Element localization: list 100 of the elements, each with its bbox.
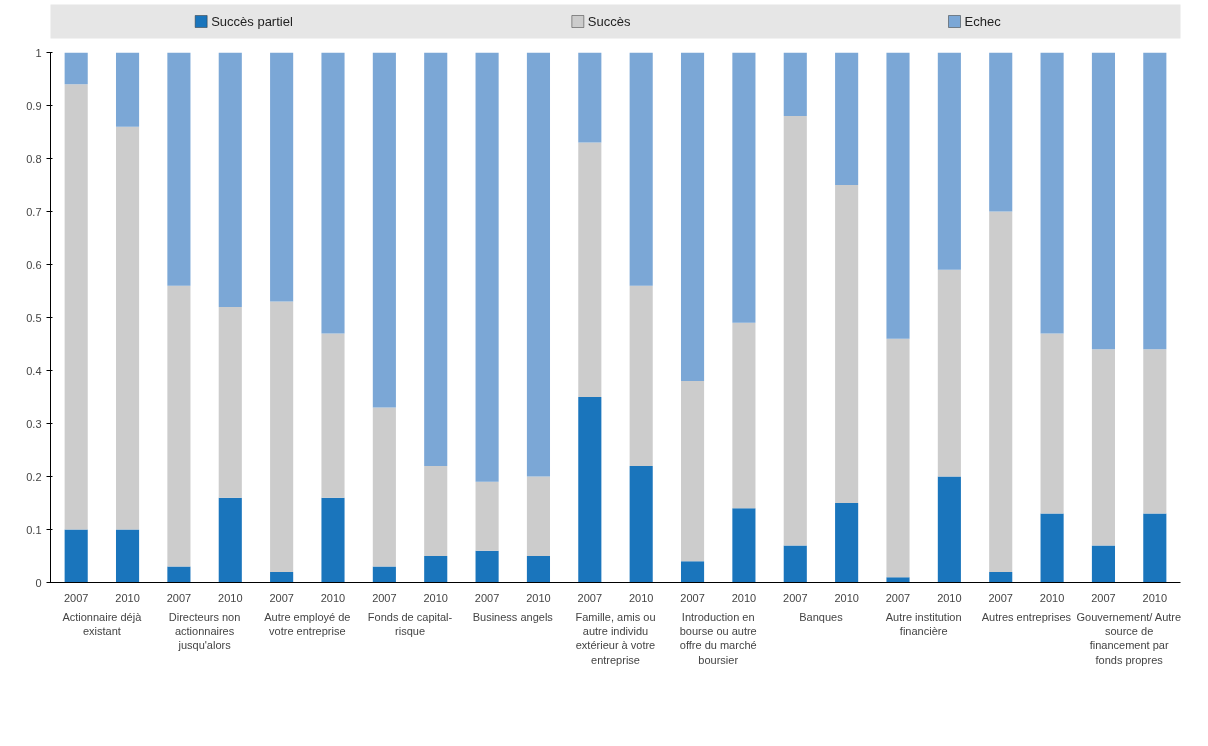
- bar: [578, 142, 602, 397]
- bar: [835, 52, 859, 185]
- bar: [167, 52, 191, 286]
- x-tick-label: 2007: [577, 591, 603, 604]
- bar: [115, 126, 140, 530]
- bar: [937, 476, 961, 583]
- bar: [886, 52, 910, 339]
- bar: [1143, 513, 1167, 583]
- bar: [1091, 545, 1116, 583]
- bar: [218, 497, 242, 583]
- bar: [270, 52, 294, 302]
- bar: [1040, 333, 1064, 514]
- x-tick-label: 2007: [680, 591, 705, 604]
- x-tick-label: 2007: [63, 591, 89, 604]
- bar: [424, 556, 448, 583]
- bar: [64, 52, 88, 85]
- y-tick-label: 0: [35, 576, 42, 589]
- x-tick-label: 2007: [1091, 591, 1116, 604]
- bar: [1040, 513, 1064, 583]
- y-tick-label: 0.7: [26, 205, 42, 218]
- x-tick-label: 2007: [269, 591, 294, 604]
- bar: [629, 285, 653, 466]
- bar: [1091, 349, 1116, 546]
- bar: [578, 52, 602, 143]
- y-tick-label: 0.5: [26, 311, 42, 324]
- bar: [167, 566, 191, 583]
- bar: [475, 481, 499, 551]
- bar: [526, 556, 551, 583]
- legend-label: Succès: [587, 14, 631, 29]
- y-tick-label: 0.6: [26, 258, 42, 271]
- x-tick-label: 2010: [834, 591, 859, 604]
- x-tick-label: 2007: [988, 591, 1013, 604]
- bar: [783, 116, 807, 546]
- x-tick-label: 2010: [937, 591, 962, 604]
- y-tick-label: 0.2: [26, 470, 42, 483]
- bar: [783, 52, 807, 117]
- bar: [1040, 52, 1064, 334]
- x-tick-label: 2007: [166, 591, 192, 604]
- text: Autres entreprises: [981, 610, 1072, 623]
- text: Famille, amis ou autre individu extérieur à votre entreprise: [575, 610, 656, 666]
- bar: [989, 52, 1013, 212]
- bar: [321, 333, 345, 498]
- bar: [526, 52, 551, 477]
- bar: [629, 465, 653, 583]
- text: Actionnaire déjà existant: [62, 610, 143, 637]
- x-tick-label: 2010: [731, 591, 757, 604]
- bar: [270, 571, 294, 583]
- x-tick-label: 2007: [372, 591, 397, 604]
- bar: [783, 545, 807, 583]
- legend-label: Echec: [964, 14, 1002, 29]
- text: Introduction en bourse ou autre offre du marché boursier: [679, 610, 757, 666]
- y-tick-label: 0.8: [26, 152, 42, 165]
- bar: [732, 322, 756, 509]
- bar: [1091, 52, 1116, 350]
- bar: [372, 52, 396, 408]
- bar: [886, 577, 910, 583]
- text: Gouvernement/ Autre source de financement par fonds propres: [1076, 610, 1182, 666]
- text: Autre employé de votre entreprise: [264, 610, 351, 637]
- bar: [680, 52, 705, 382]
- bar: [218, 52, 242, 307]
- y-tick-label: 0.9: [26, 99, 42, 112]
- bar: [835, 503, 859, 583]
- text: Fonds de capital-risque: [367, 610, 453, 637]
- bar: [115, 52, 140, 127]
- bar: [680, 561, 705, 583]
- x-tick-label: 2010: [1039, 591, 1065, 604]
- y-tick-label: 0.3: [26, 417, 42, 430]
- bar: [886, 338, 910, 578]
- bar: [1143, 349, 1167, 514]
- x-tick-label: 2010: [320, 591, 346, 604]
- bar: [937, 269, 961, 477]
- y-tick-label: 1: [35, 46, 42, 59]
- bar: [424, 52, 448, 466]
- bar: [270, 301, 294, 572]
- bar: [732, 52, 756, 323]
- y-tick-label: 0.1: [26, 523, 42, 536]
- x-tick-label: 2010: [115, 591, 140, 604]
- bar: [321, 52, 345, 334]
- bar: [321, 497, 345, 583]
- bar: [115, 529, 140, 583]
- bar: [424, 465, 448, 556]
- bar: [629, 52, 653, 286]
- x-tick-label: 2010: [526, 591, 551, 604]
- text: Autre institution financière: [885, 610, 962, 637]
- bar: [680, 381, 705, 562]
- x-tick-label: 2007: [783, 591, 808, 604]
- bar: [167, 285, 191, 567]
- bar: [64, 84, 88, 530]
- x-tick-label: 2010: [218, 591, 243, 604]
- bar: [372, 566, 396, 583]
- bar: [937, 52, 961, 270]
- bar: [732, 508, 756, 583]
- bar: [578, 397, 602, 583]
- x-tick-label: 2007: [474, 591, 500, 604]
- text: Directeurs non actionnaires jusqu'alors: [168, 610, 241, 652]
- bar: [475, 52, 499, 482]
- x-tick-label: 2010: [628, 591, 654, 604]
- bar: [372, 407, 396, 567]
- x-tick-label: 2010: [1142, 591, 1168, 604]
- legend-label: Succès partiel: [211, 14, 293, 29]
